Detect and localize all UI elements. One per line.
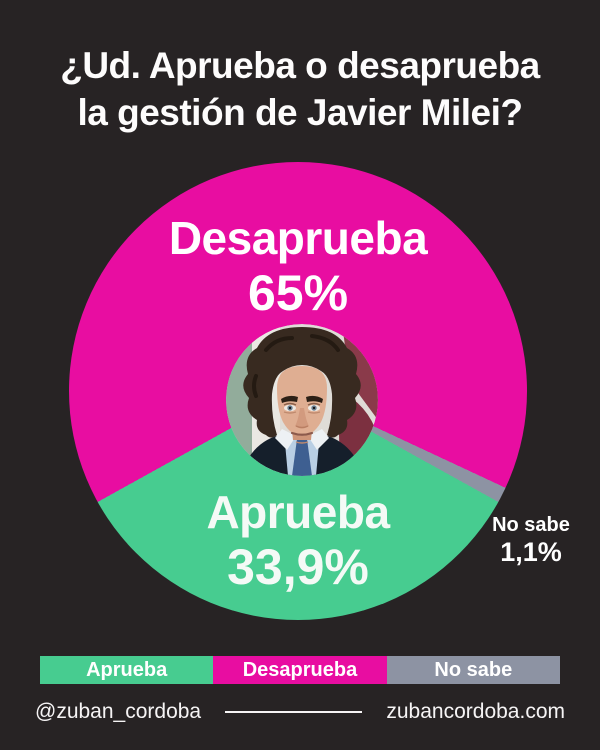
slice-name-no-sabe: No sabe [492, 514, 570, 536]
slice-label-desaprueba: Desaprueba 65% [69, 212, 527, 322]
title-line-1: ¿Ud. Aprueba o desaprueba [60, 45, 540, 86]
slice-name-aprueba: Aprueba [206, 486, 390, 538]
legend-item-desaprueba: Desaprueba [213, 656, 387, 684]
legend-label-no-sabe: No sabe [434, 658, 513, 681]
legend: Aprueba Desaprueba No sabe [40, 656, 560, 684]
slice-value-no-sabe: 1,1% [500, 537, 562, 567]
title-line-2: la gestión de Javier Milei? [77, 92, 523, 133]
legend-item-aprueba: Aprueba [40, 656, 214, 684]
javier-milei-photo [226, 324, 378, 476]
website-url: zubancordoba.com [386, 700, 565, 723]
legend-label-desaprueba: Desaprueba [242, 658, 358, 681]
legend-label-aprueba: Aprueba [86, 658, 168, 681]
social-handle: @zuban_cordoba [35, 700, 202, 723]
slice-value-desaprueba: 65% [247, 265, 349, 321]
slice-label-no-sabe: No sabe 1,1% [475, 513, 587, 567]
pie-chart: Desaprueba 65% Aprueba 33,9% [69, 162, 527, 620]
footer: @zuban_cordoba zubancordoba.com [35, 700, 565, 724]
slice-value-aprueba: 33,9% [227, 539, 369, 595]
slice-name-desaprueba: Desaprueba [168, 212, 428, 264]
page-title: ¿Ud. Aprueba o desaprueba la gestión de … [0, 42, 600, 136]
milei-portrait-illustration [226, 324, 378, 476]
footer-divider-line [225, 711, 363, 713]
legend-item-no-sabe: No sabe [386, 656, 560, 684]
slice-label-aprueba: Aprueba 33,9% [69, 486, 527, 596]
